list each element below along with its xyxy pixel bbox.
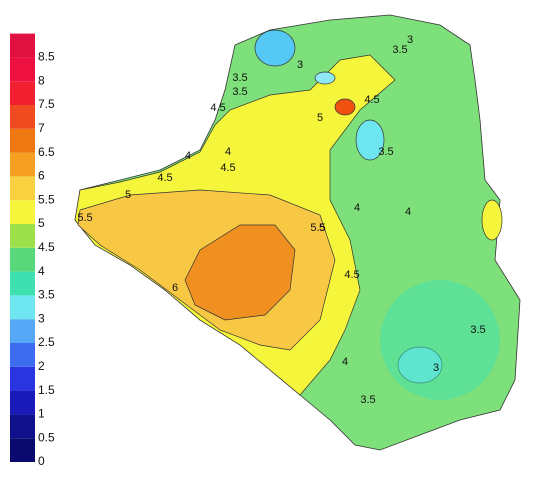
region-cyan <box>254 29 296 67</box>
legend-label: 0.5 <box>38 430 55 444</box>
legend-label: 3 <box>38 311 45 325</box>
legend-label: 4.5 <box>38 240 55 254</box>
contour-label: 4 <box>405 206 411 218</box>
color-band <box>10 176 35 201</box>
map-regions <box>74 14 521 451</box>
region-cyan <box>355 119 385 161</box>
color-band <box>10 271 35 296</box>
legend-label: 5 <box>38 216 45 230</box>
contour-label: 4.5 <box>220 162 235 174</box>
legend-label: 8 <box>38 73 45 87</box>
color-band <box>10 152 35 177</box>
legend-label: 8.5 <box>38 50 55 64</box>
contour-label: 5 <box>125 189 131 201</box>
contour-label: 4 <box>342 356 348 368</box>
contour-label: 6 <box>172 282 178 294</box>
color-band <box>10 319 35 343</box>
color-band <box>10 438 35 462</box>
legend-label: 3.5 <box>38 288 55 302</box>
legend-label: 5.5 <box>38 192 55 206</box>
contour-label: 4.5 <box>364 94 379 106</box>
color-band <box>10 343 35 367</box>
color-band <box>10 81 35 105</box>
legend-label: 1 <box>38 407 45 421</box>
color-band <box>10 200 35 224</box>
region-yellow-east <box>481 199 503 241</box>
contour-label: 5 <box>317 112 323 124</box>
color-band <box>10 57 35 82</box>
contour-label: 3.5 <box>232 86 247 98</box>
contour-label: 3.5 <box>360 394 375 406</box>
region-teal <box>380 280 500 400</box>
color-band <box>10 224 35 248</box>
contour-label: 5.5 <box>77 212 92 224</box>
legend-label: 4 <box>38 264 45 278</box>
contour-label: 4 <box>354 202 360 214</box>
contour-label: 3.5 <box>378 146 393 158</box>
contour-label: 4.5 <box>344 269 359 281</box>
legend-label: 0 <box>38 454 45 468</box>
contour-label: 3 <box>407 34 413 46</box>
region-orange <box>184 224 296 321</box>
color-band <box>10 33 35 58</box>
contour-label: 3.5 <box>392 44 407 56</box>
legend-label: 7 <box>38 121 45 135</box>
region-cyan <box>314 71 336 85</box>
contour-label: 5.5 <box>310 222 325 234</box>
contour-label: 5 <box>319 222 325 234</box>
contour-label: 3 <box>433 362 439 374</box>
color-band <box>10 295 35 320</box>
legend-label: 2.5 <box>38 335 55 349</box>
contour-label: 4.5 <box>210 102 225 114</box>
legend-label: 6 <box>38 169 45 183</box>
legend-label: 1.5 <box>38 383 55 397</box>
color-band <box>10 105 35 129</box>
contour-label: 4 <box>185 150 191 162</box>
color-bar: 0 0.5 1 1.5 2 2.5 3 3.5 4 4.5 5 5.5 6 6.5 7 7.5 8 8.5 <box>10 33 55 468</box>
color-band <box>10 128 35 153</box>
legend-label: 2 <box>38 359 45 373</box>
contour-label: 4 <box>225 146 231 158</box>
color-band <box>10 366 35 391</box>
color-band <box>10 414 35 439</box>
region-red <box>334 98 356 116</box>
legend-label: 7.5 <box>38 97 55 111</box>
contour-label: 4.5 <box>157 172 172 184</box>
contour-label: 3 <box>297 59 303 71</box>
contour-label: 3.5 <box>232 72 247 84</box>
contour-label: 3.5 <box>470 324 485 336</box>
color-band <box>10 390 35 415</box>
legend-label: 6.5 <box>38 145 55 159</box>
color-band <box>10 247 35 272</box>
